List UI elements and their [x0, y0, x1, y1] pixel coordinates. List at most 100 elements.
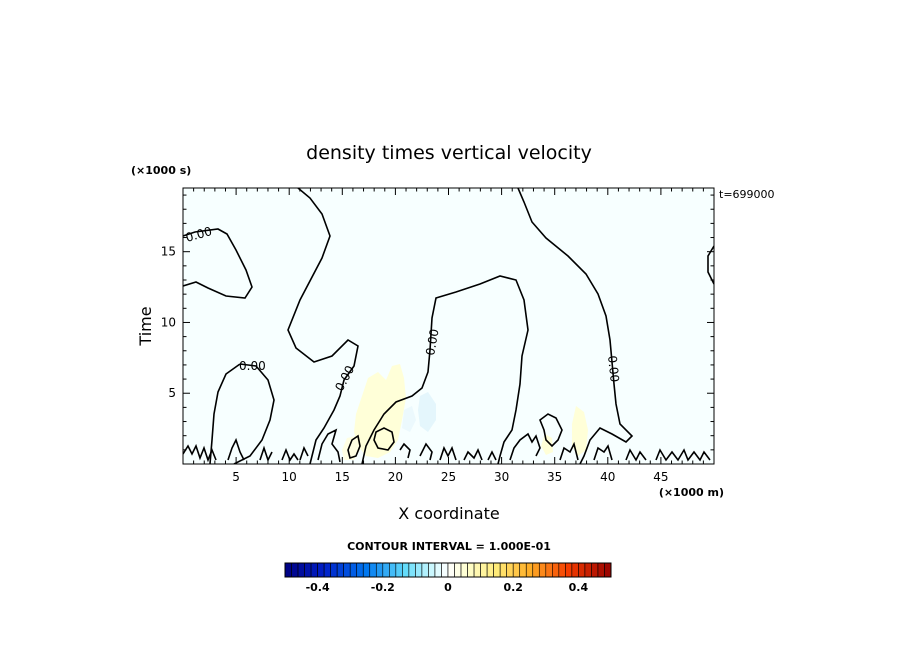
x-tick-label: 20 [388, 470, 403, 484]
colorbar-cell [467, 562, 475, 578]
colorbar-cell [532, 562, 540, 578]
y-tick-label: 5 [168, 386, 176, 400]
colorbar-tick-label: 0.2 [503, 581, 523, 594]
colorbar-cell [512, 562, 521, 578]
contour-line [517, 188, 634, 464]
colorbar-cell [317, 562, 325, 578]
colorbar-cell [538, 562, 547, 578]
x-axis-label: X coordinate [398, 504, 499, 523]
colorbar-cell [362, 562, 371, 578]
y-axis-label: Time [136, 306, 155, 346]
colorbar-cell [604, 562, 612, 578]
contour-line [287, 188, 359, 464]
contour-line [707, 245, 714, 285]
colorbar-cell [343, 562, 351, 578]
colorbar-cell [578, 562, 586, 578]
colorbar-cell [304, 562, 312, 578]
contour-line [209, 363, 275, 464]
contour-interval-label: CONTOUR INTERVAL = 1.000E-01 [347, 540, 551, 553]
x-tick-label: 35 [547, 470, 562, 484]
positive-patch [342, 436, 360, 460]
colorbar-cell [323, 562, 331, 578]
x-tick-label: 10 [282, 470, 297, 484]
contour-lines [183, 188, 714, 464]
colorbar-cell [389, 562, 397, 578]
contour-line [361, 275, 529, 464]
colorbar-tick-label: -0.2 [371, 581, 395, 594]
colorbar-frame [284, 562, 612, 578]
colorbar-cell [382, 562, 390, 578]
colorbar-cell [395, 562, 403, 578]
colorbar-cell [369, 562, 377, 578]
colorbar-cell [310, 562, 318, 578]
colorbar-cell [349, 562, 358, 578]
colorbar-cell [519, 562, 527, 578]
y-tick-label: 15 [161, 245, 176, 259]
chart-title: density times vertical velocity [306, 142, 592, 164]
colorbar-cell [552, 562, 560, 578]
colorbar [284, 562, 612, 578]
contour-line [347, 434, 361, 460]
colorbar-tick-label: 0 [444, 581, 452, 594]
colorbar-cell [565, 562, 573, 578]
colorbar-cell [297, 562, 305, 578]
colorbar-cell [493, 562, 501, 578]
colorbar-cell [597, 562, 605, 578]
colorbar-cell [571, 562, 579, 578]
colorbar-cell [558, 562, 566, 578]
x-tick-label: 45 [653, 470, 668, 484]
colorbar-cell [486, 562, 494, 578]
colorbar-cell [584, 562, 592, 578]
x-tick-label: 25 [441, 470, 456, 484]
negative-patch [418, 392, 436, 432]
colorbar-cell [441, 562, 449, 578]
x-tick-label: 5 [232, 470, 240, 484]
colorbar-cell [499, 562, 507, 578]
colorbar-cell [506, 562, 514, 578]
colorbar-cell [525, 562, 534, 578]
contour-line [539, 413, 563, 448]
positive-patch [572, 406, 588, 456]
contour-label: 0.00 [239, 359, 266, 373]
colorbar-cell [330, 562, 338, 578]
contour-line [373, 427, 395, 451]
contour-line [183, 428, 711, 463]
colorbar-cell [591, 562, 599, 578]
y-unit-label: (×1000 s) [131, 164, 191, 177]
colorbar-cell [454, 562, 462, 578]
colorbar-cell [421, 562, 429, 578]
colorbar-cell [447, 562, 455, 578]
positive-patch [541, 434, 553, 455]
colorbar-cell [402, 562, 410, 578]
colorbar-cell [291, 562, 299, 578]
colorbar-cell [428, 562, 436, 578]
y-axis: 5 10 15 [161, 194, 714, 451]
colorbar-tick-label: 0.4 [569, 581, 589, 594]
colorbar-cell [480, 562, 488, 578]
colorbar-cell [375, 562, 384, 578]
colorbar-cell [336, 562, 344, 578]
x-tick-label: 30 [494, 470, 509, 484]
colorbar-tick-label: -0.4 [306, 581, 330, 594]
contour-label: 0.00 [423, 328, 441, 357]
colorbar-cell [434, 562, 442, 578]
contour-line [183, 228, 253, 299]
x-unit-label: (×1000 m) [659, 486, 724, 499]
negative-patch [402, 406, 416, 432]
colorbar-cell [415, 562, 423, 578]
colorbar-cell [460, 562, 468, 578]
colorbar-cell [545, 562, 553, 578]
x-tick-label: 15 [335, 470, 350, 484]
y-tick-label: 10 [161, 315, 176, 329]
colorbar-cell [473, 562, 481, 578]
time-label: t=699000 [719, 188, 775, 201]
contour-label: 0.00 [605, 355, 622, 383]
colorbar-cell [408, 562, 416, 578]
colorbar-cell [284, 562, 292, 578]
colorbar-cell [356, 562, 364, 578]
colorbar-ticks: -0.4 -0.2 0 0.2 0.4 [306, 581, 589, 594]
plot-background [183, 188, 714, 464]
x-tick-label: 40 [600, 470, 615, 484]
x-axis: 5 10 15 20 25 30 35 40 45 [193, 188, 704, 484]
